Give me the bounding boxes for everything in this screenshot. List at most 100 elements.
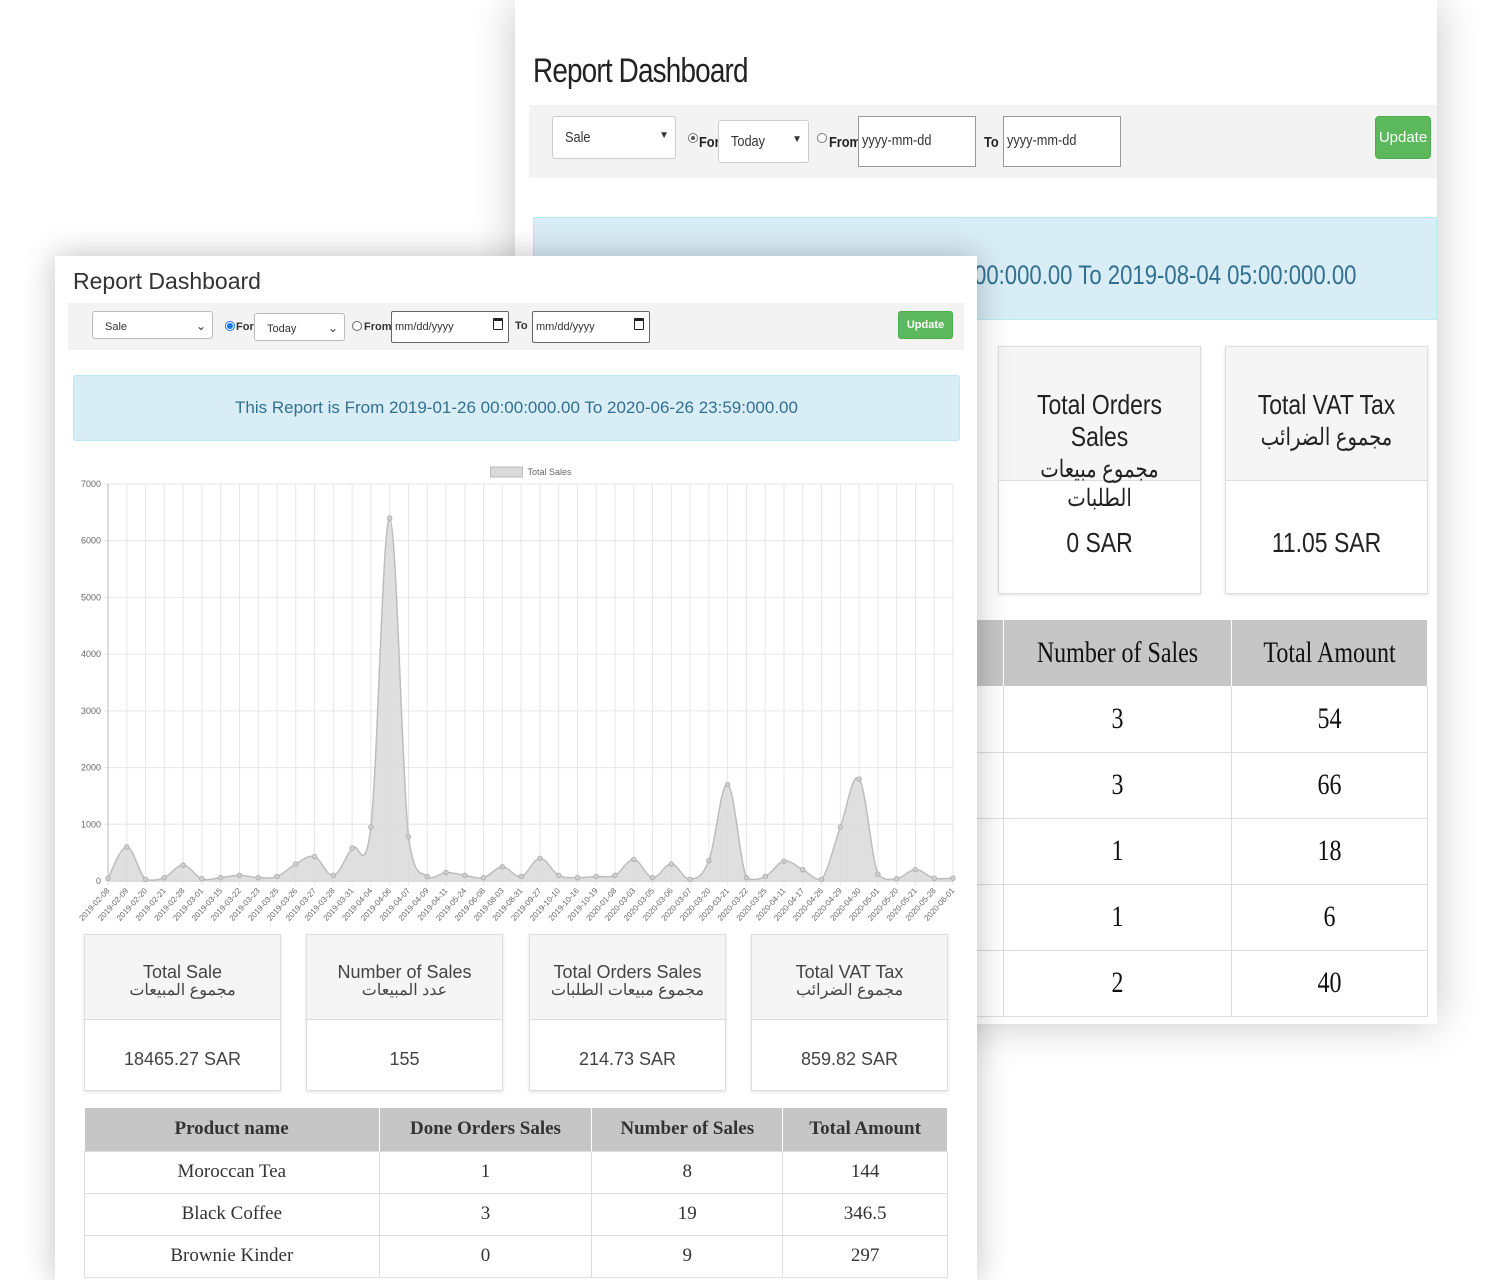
data-point: [499, 864, 506, 870]
sales-chart-svg: 010002000300040005000600070002019-02-082…: [77, 466, 957, 923]
table-row: Black Coffee 3 19 346.5: [84, 1192, 948, 1236]
data-point: [105, 875, 111, 881]
stat-card-value: 11.05 SAR: [1271, 527, 1382, 558]
y-tick-label: 3000: [81, 706, 101, 716]
table-header-cell: Number of Sales: [1003, 620, 1232, 686]
table-cell: 1: [378, 1150, 593, 1194]
stat-card-value: 18465.27 SAR: [123, 1049, 242, 1069]
table-cell: 3: [1003, 686, 1232, 753]
table-header-cell: Total Amount: [1231, 620, 1428, 686]
from-radio[interactable]: [817, 133, 827, 143]
table-cell: 297: [782, 1234, 948, 1278]
stat-card-title: Total Orders Sales: [1036, 389, 1163, 452]
stat-card-value: 859.82 SAR: [800, 1049, 899, 1069]
table-header-row: Product name Done Orders Sales Number of…: [84, 1108, 948, 1151]
chevron-down-icon: ⌄: [195, 319, 206, 333]
table-cell: 19: [591, 1192, 784, 1236]
from-date-placeholder: mm/dd/yyyy: [395, 321, 454, 333]
data-point: [255, 874, 261, 881]
table-cell: 3: [1003, 752, 1232, 819]
legend-label: Total Sales: [528, 467, 573, 477]
y-tick-label: 6000: [81, 536, 101, 546]
data-point: [837, 824, 844, 830]
y-tick-label: 5000: [81, 592, 101, 602]
from-date-input[interactable]: mm/dd/yyyy: [391, 311, 509, 343]
data-point: [893, 876, 900, 882]
report-type-select[interactable]: Sale ▼: [552, 116, 676, 159]
table-cell: Brownie Kinder: [84, 1234, 380, 1278]
table-cell: 8: [591, 1150, 784, 1194]
to-label: To: [984, 134, 999, 151]
table-cell: 0: [378, 1234, 593, 1278]
report-type-value: Sale: [105, 321, 128, 333]
stat-card-total-orders-sales: Total Orders Sales مجموع مبيعات الطلبات …: [529, 934, 726, 1091]
stat-card-number-of-sales: Number of Sales عدد المبيعات 155: [306, 934, 503, 1091]
table-header-cell: Number of Sales: [591, 1108, 784, 1151]
series-line-total-sales: [107, 517, 954, 881]
data-point: [743, 874, 750, 881]
data-point: [593, 873, 599, 880]
page-title: Report Dashboard: [73, 268, 261, 294]
for-radio[interactable]: [225, 321, 235, 331]
data-point: [405, 834, 412, 840]
table-cell: 144: [782, 1150, 948, 1194]
front-report-window: Report Dashboard Sale ⌄ For Today ⌄ From…: [55, 256, 977, 1280]
update-button[interactable]: Update: [898, 311, 953, 339]
data-point: [217, 874, 224, 881]
data-point: [781, 858, 787, 864]
for-radio[interactable]: [688, 133, 698, 143]
report-range-alert: This Report is From 2019-01-26 00:00:000…: [73, 375, 960, 441]
data-point: [875, 871, 881, 877]
data-point: [856, 776, 862, 782]
table-cell: 66: [1231, 752, 1428, 819]
chevron-down-icon: ▼: [792, 134, 802, 145]
table-cell: 9: [591, 1234, 784, 1278]
data-point: [274, 873, 280, 880]
data-point: [330, 872, 337, 879]
table-cell: 1: [1003, 884, 1232, 951]
to-date-input[interactable]: yyyy-mm-dd: [1003, 116, 1121, 167]
y-tick-label: 4000: [81, 649, 101, 659]
stat-card-header: Total VAT Tax مجموع الضرائب: [1226, 347, 1427, 481]
stat-card-title: Total VAT Tax: [795, 962, 904, 982]
data-point: [518, 873, 524, 880]
stat-card-value: 0 SAR: [1066, 527, 1133, 558]
data-point: [555, 872, 562, 879]
data-point: [950, 875, 956, 881]
to-date-input[interactable]: mm/dd/yyyy: [532, 311, 650, 343]
calendar-icon[interactable]: [493, 318, 503, 330]
stat-card-title-ar: عدد المبيعات: [361, 982, 448, 999]
series-area-total-sales: [108, 518, 953, 881]
stat-card-title: Number of Sales: [337, 962, 472, 982]
data-point: [912, 866, 919, 873]
period-select[interactable]: Today ▼: [718, 120, 809, 163]
data-point: [687, 876, 693, 882]
stat-card-header: Total Orders Sales مجموع مبيعات الطلبات: [999, 347, 1200, 512]
table-cell: Moroccan Tea: [84, 1150, 380, 1194]
table-header-cell: Total Amount: [782, 1108, 948, 1151]
calendar-icon[interactable]: [634, 318, 644, 330]
data-point: [236, 872, 243, 879]
period-select[interactable]: Today ⌄: [254, 313, 345, 341]
data-point: [724, 781, 731, 788]
update-button[interactable]: Update: [1375, 116, 1431, 159]
stat-card-total-sale: Total Sale مجموع المبيعات 18465.27 SAR: [84, 934, 281, 1091]
table-cell: 54: [1231, 686, 1428, 753]
table-cell: 2: [1003, 950, 1232, 1017]
from-date-input[interactable]: yyyy-mm-dd: [858, 116, 976, 167]
table-header-cell: Done Orders Sales: [379, 1108, 593, 1151]
stat-card-value: 155: [389, 1049, 420, 1069]
data-point: [424, 873, 430, 880]
from-label: From: [829, 134, 861, 151]
data-point: [668, 861, 675, 867]
report-type-select[interactable]: Sale ⌄: [92, 311, 213, 339]
data-point: [631, 856, 637, 863]
table-cell: 3: [378, 1192, 593, 1236]
period-value: Today: [731, 133, 766, 150]
from-label: From: [364, 321, 392, 333]
data-point: [293, 861, 299, 867]
data-point: [800, 866, 806, 873]
from-radio[interactable]: [352, 321, 362, 331]
from-date-placeholder: yyyy-mm-dd: [862, 132, 932, 149]
table-row: Brownie Kinder 0 9 297: [84, 1234, 948, 1278]
